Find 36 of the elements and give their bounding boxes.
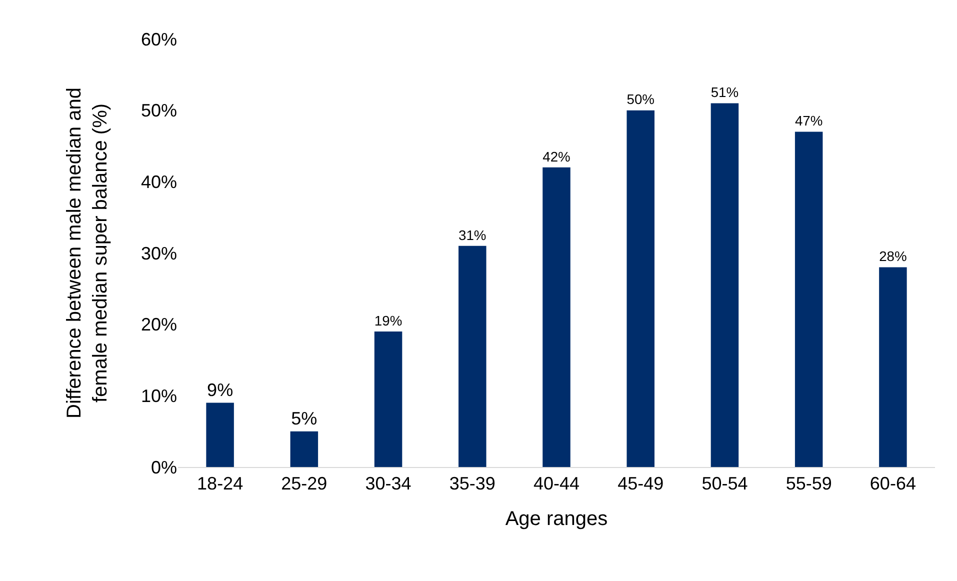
x-tick-label: 45-49 [618, 474, 664, 494]
x-tick-label: 30-34 [365, 474, 412, 494]
data-label: 42% [542, 148, 570, 164]
bar [710, 103, 739, 467]
y-tick-label: 10% [140, 386, 177, 406]
x-tick-label: 35-39 [449, 474, 496, 494]
data-label: 47% [794, 112, 823, 129]
data-label: 51% [710, 84, 739, 100]
data-label: 50% [626, 91, 654, 108]
bar [458, 246, 486, 467]
bar [626, 110, 654, 467]
y-tick-label: 30% [140, 243, 177, 264]
x-tick-label: 18-24 [197, 474, 244, 494]
y-tick-label: 50% [140, 100, 177, 121]
data-label: 5% [291, 408, 318, 428]
bar [879, 267, 907, 467]
data-label: 31% [458, 226, 486, 243]
y-tick-label: 40% [140, 172, 177, 192]
bar [206, 402, 234, 467]
x-tick-label: 50-54 [702, 474, 748, 494]
x-axis-title: Age ranges [505, 508, 608, 530]
data-label: 9% [207, 380, 234, 400]
data-label: 28% [879, 248, 907, 264]
data-label: 19% [374, 312, 402, 328]
y-tick-label: 20% [140, 314, 177, 335]
y-tick-label: 0% [150, 457, 177, 478]
bar [542, 167, 570, 467]
y-axis-title: Difference between male median and female median super balance (%) [63, 88, 112, 418]
bar [290, 431, 318, 467]
x-tick-label: 60-64 [870, 474, 916, 494]
x-tick-label: 25-29 [281, 474, 328, 494]
y-tick-label: 60% [140, 29, 177, 50]
bar [794, 132, 823, 467]
bar [374, 331, 402, 467]
x-tick-label: 55-59 [786, 474, 832, 494]
x-tick-label: 40-44 [533, 474, 580, 494]
